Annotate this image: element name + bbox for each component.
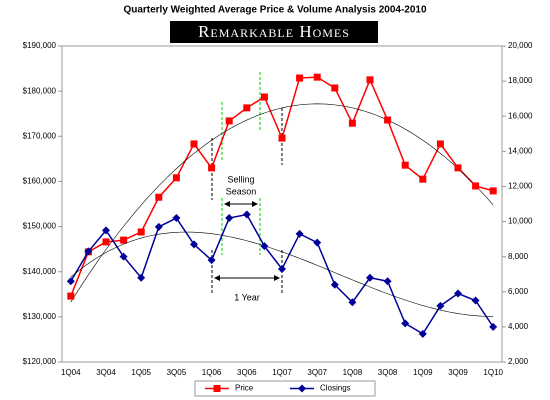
point — [190, 140, 198, 148]
point — [419, 175, 427, 183]
x-tick-label: 1Q05 — [131, 368, 151, 377]
annotation: 1 Year — [234, 292, 260, 302]
point — [436, 301, 445, 310]
point — [313, 238, 322, 247]
chart-title: Quarterly Weighted Average Price & Volum… — [123, 5, 427, 16]
point — [454, 164, 462, 172]
y2-tick-label: 6,000 — [508, 287, 529, 296]
point — [155, 193, 163, 201]
point — [260, 93, 268, 101]
point — [296, 74, 304, 82]
point — [348, 298, 357, 307]
x-tick-label: 1Q07 — [272, 368, 292, 377]
point — [84, 247, 93, 256]
point — [225, 117, 233, 125]
y-tick-label: $170,000 — [23, 131, 57, 140]
point — [384, 116, 392, 124]
x-tick-label: 1Q06 — [202, 368, 222, 377]
point — [137, 273, 146, 282]
y-tick-label: $160,000 — [23, 177, 57, 186]
point — [454, 289, 462, 298]
y-tick-label: $130,000 — [23, 312, 57, 321]
point — [471, 296, 480, 305]
point — [213, 385, 221, 392]
legend-label: Price — [235, 384, 254, 393]
point — [489, 187, 497, 195]
point — [366, 76, 374, 84]
point — [207, 256, 216, 265]
y2-tick-label: 18,000 — [508, 76, 533, 85]
y-tick-label: $120,000 — [23, 357, 57, 366]
x-tick-label: 3Q09 — [448, 368, 468, 377]
y2-tick-label: 14,000 — [508, 146, 533, 155]
point — [102, 226, 110, 235]
point — [401, 161, 409, 169]
y2-tick-label: 4,000 — [508, 322, 529, 331]
legend — [194, 380, 376, 397]
y2-tick-label: 20,000 — [508, 41, 533, 50]
point — [172, 174, 180, 182]
x-tick-label: 3Q06 — [237, 368, 257, 377]
y2-tick-label: 8,000 — [508, 252, 529, 261]
point — [67, 292, 75, 300]
annotation: Season — [226, 186, 257, 196]
y-tick-label: $190,000 — [23, 41, 57, 50]
point — [278, 134, 286, 142]
logo: Remarkable Homes — [198, 22, 350, 41]
point — [331, 84, 339, 92]
point — [348, 119, 356, 127]
x-tick-label: 1Q09 — [413, 368, 433, 377]
point — [243, 104, 251, 112]
y2-tick-label: 12,000 — [508, 182, 533, 191]
point — [66, 277, 75, 286]
y-tick-label: $150,000 — [23, 222, 57, 231]
point — [298, 384, 306, 393]
logo-box — [170, 21, 378, 43]
x-tick-label: 3Q05 — [167, 368, 187, 377]
x-tick-label: 1Q04 — [61, 368, 81, 377]
point — [330, 280, 339, 289]
point — [313, 73, 321, 81]
point — [383, 277, 392, 286]
point — [120, 236, 128, 244]
x-tick-label: 3Q08 — [378, 368, 398, 377]
annotation: Selling — [227, 174, 254, 184]
point — [172, 214, 181, 223]
point — [295, 229, 304, 238]
point — [366, 273, 374, 282]
point — [278, 264, 286, 273]
point — [401, 319, 410, 328]
point — [190, 240, 198, 249]
point — [242, 210, 251, 219]
point — [436, 140, 444, 148]
point — [489, 322, 498, 331]
x-tick-label: 1Q08 — [343, 368, 363, 377]
x-tick-label: 3Q07 — [307, 368, 327, 377]
point — [102, 238, 110, 246]
legend-label: Closings — [320, 384, 351, 393]
y2-tick-label: 10,000 — [508, 217, 533, 226]
x-tick-label: 3Q04 — [96, 368, 116, 377]
point — [208, 164, 216, 172]
point — [418, 329, 427, 338]
y2-tick-label: 2,000 — [508, 357, 529, 366]
point — [137, 228, 145, 236]
y-tick-label: $140,000 — [23, 267, 57, 276]
trendline — [70, 231, 494, 317]
point — [260, 242, 269, 251]
y2-tick-label: 16,000 — [508, 111, 533, 120]
plot-area — [61, 45, 503, 363]
point — [472, 182, 480, 190]
x-tick-label: 1Q10 — [483, 368, 503, 377]
point — [119, 252, 128, 261]
trendline — [70, 103, 494, 303]
point — [225, 214, 234, 223]
y-tick-label: $180,000 — [23, 86, 57, 95]
point — [154, 222, 163, 231]
